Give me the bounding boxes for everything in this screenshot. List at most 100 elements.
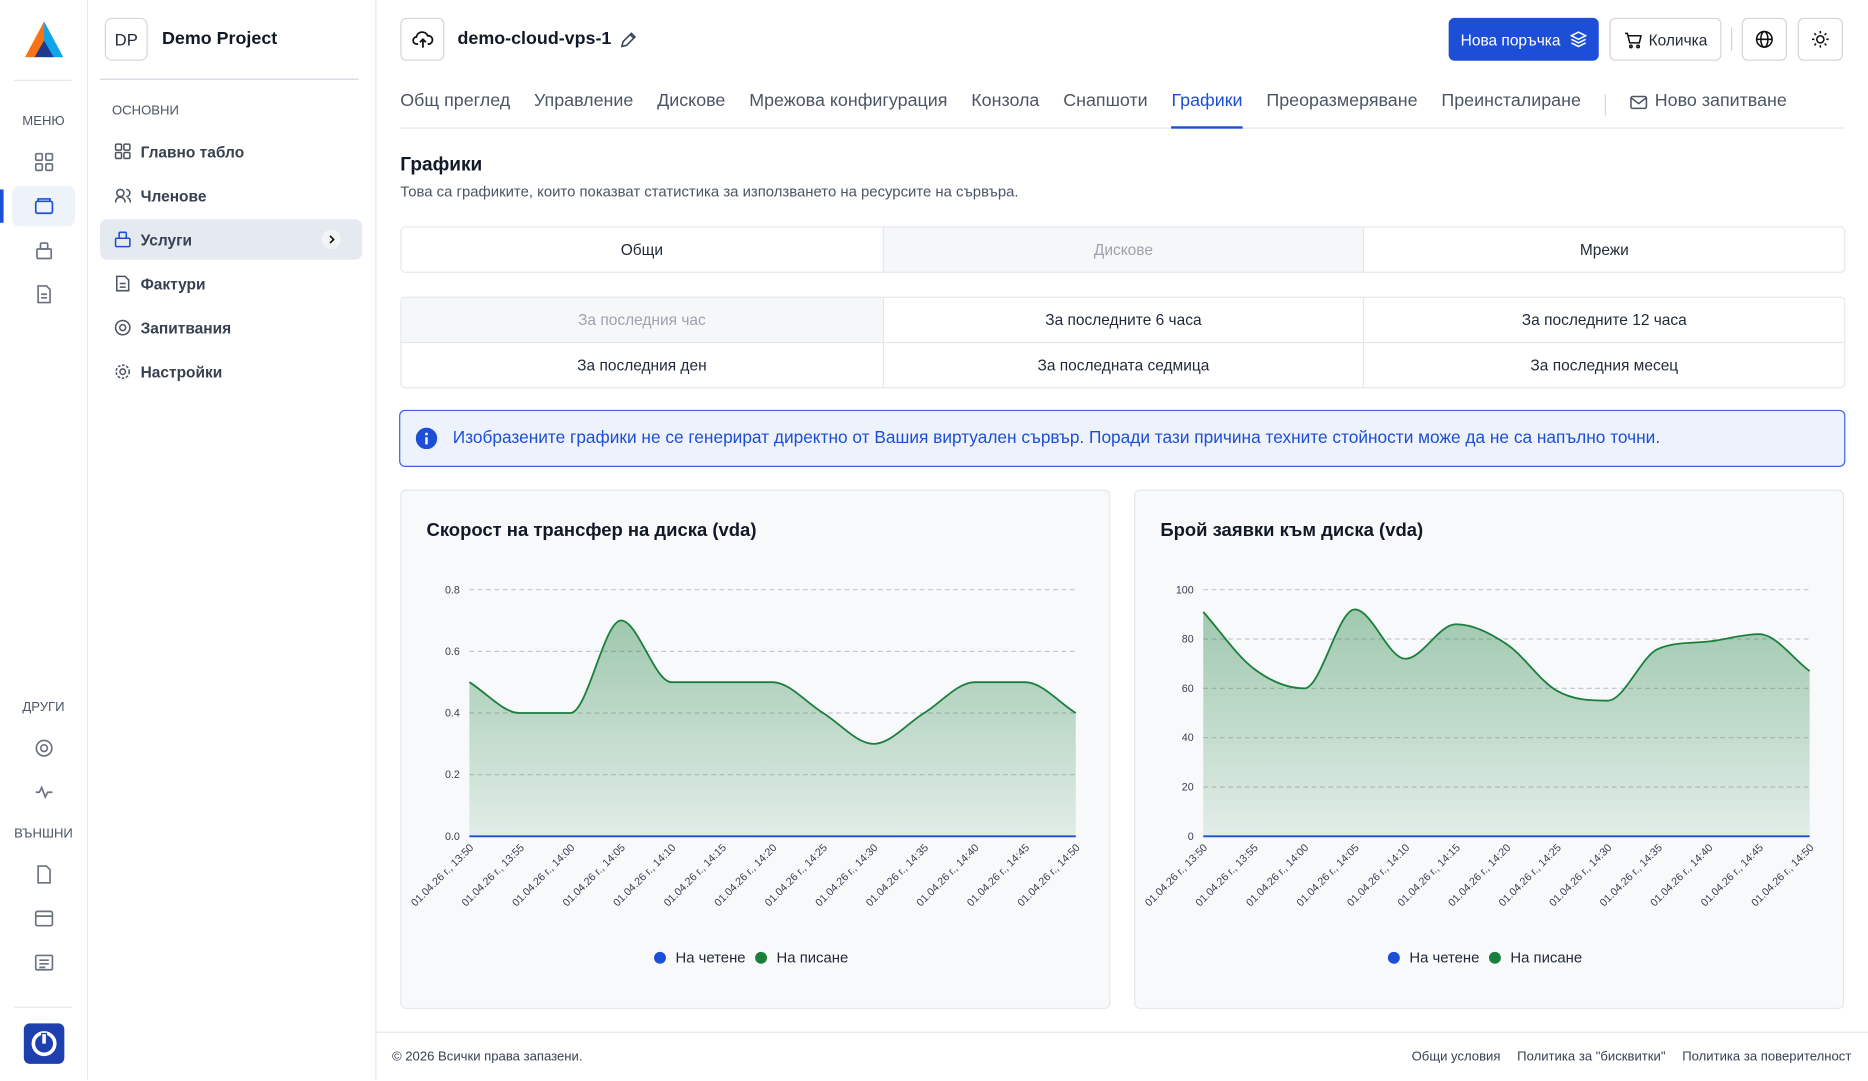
- tab-bar: Общ преглед Управление Дискове Мрежова к…: [400, 91, 1844, 129]
- y-tick-label: 0: [1188, 831, 1194, 843]
- menu-item[interactable]: Запитвания: [100, 307, 362, 348]
- power-button[interactable]: [24, 1023, 65, 1064]
- tab[interactable]: Общ преглед: [400, 91, 510, 128]
- copyright: © 2026 Всички права запазени.: [392, 1050, 583, 1064]
- footer: © 2026 Всички права запазени. Общи услов…: [376, 1032, 1868, 1081]
- server-icon: [400, 18, 444, 61]
- legend-label: На писане: [1510, 951, 1582, 967]
- menu-label: Фактури: [141, 275, 206, 293]
- period[interactable]: За последната седмица: [882, 342, 1363, 387]
- section-description: Това са графиките, които показват статис…: [400, 183, 1018, 200]
- project-initials[interactable]: DP: [105, 18, 148, 61]
- tab[interactable]: Преоразмеряване: [1266, 91, 1417, 128]
- legend-label: На писане: [777, 951, 849, 967]
- panel-icon[interactable]: [12, 898, 75, 939]
- menu-label: Настройки: [141, 363, 223, 381]
- rail-label: МЕНЮ: [0, 114, 87, 128]
- period[interactable]: За последните 6 часа: [882, 298, 1363, 342]
- y-tick-label: 0.4: [445, 708, 460, 720]
- menu-label: Главно табло: [141, 142, 245, 160]
- period-grid: За последния час За последните 6 часа За…: [400, 297, 1845, 389]
- info-notice: Изобразените графики не се генерират дир…: [399, 410, 1845, 467]
- theme-button[interactable]: [1798, 18, 1843, 61]
- period[interactable]: За последните 12 часа: [1363, 298, 1844, 342]
- legend-marker: [1388, 952, 1400, 964]
- period[interactable]: За последния ден: [401, 342, 882, 387]
- chart: Брой заявки към диска (vda)0204060801000…: [1135, 491, 1843, 1008]
- rail-label: ВЪНШНИ: [0, 827, 87, 841]
- tab[interactable]: Мрежова конфигурация: [749, 91, 947, 128]
- legend-marker: [755, 952, 767, 964]
- metric-tabs: Общи Дискове Мрежи: [400, 226, 1845, 272]
- metric-tab[interactable]: Общи: [401, 228, 882, 272]
- projects-icon[interactable]: [12, 186, 75, 227]
- menu-item[interactable]: Настройки: [100, 351, 362, 392]
- tab-new-ticket[interactable]: Ново запитване: [1630, 91, 1787, 128]
- edit-icon[interactable]: [619, 31, 637, 49]
- status-icon[interactable]: [12, 772, 75, 813]
- tab[interactable]: Дискове: [657, 91, 725, 128]
- y-tick-label: 0.2: [445, 769, 460, 781]
- metric-tab[interactable]: Мрежи: [1363, 228, 1844, 272]
- language-button[interactable]: [1742, 18, 1787, 61]
- button-label: Количка: [1649, 30, 1708, 48]
- y-tick-label: 20: [1182, 782, 1194, 794]
- services-icon[interactable]: [12, 230, 75, 271]
- docs-icon[interactable]: [12, 854, 75, 895]
- tab[interactable]: Конзола: [971, 91, 1039, 128]
- server-name: demo-cloud-vps-1: [457, 29, 611, 49]
- side-panel: DP Demo Project ОСНОВНИ Главно табло Чле…: [88, 0, 376, 1079]
- y-tick-label: 0.0: [445, 831, 460, 843]
- menu-label: Членове: [141, 186, 207, 204]
- icon-rail: МЕНЮ ДРУГИ ВЪНШНИ: [0, 0, 88, 1079]
- footer-link[interactable]: Политика за "бисквитки": [1517, 1050, 1665, 1064]
- metric-tab-active[interactable]: Дискове: [882, 228, 1363, 272]
- dashboard-icon[interactable]: [12, 142, 75, 183]
- legend-marker: [1489, 952, 1501, 964]
- y-tick-label: 60: [1182, 683, 1194, 695]
- y-tick-label: 0.6: [445, 646, 460, 658]
- rail-label: ДРУГИ: [0, 701, 87, 715]
- legend-marker: [654, 952, 666, 964]
- footer-link[interactable]: Политика за поверителност: [1682, 1050, 1851, 1064]
- menu-item[interactable]: Членове: [100, 175, 362, 216]
- y-tick-label: 0.8: [445, 584, 460, 596]
- y-tick-label: 80: [1182, 634, 1194, 646]
- tab[interactable]: Преинсталиране: [1441, 91, 1581, 128]
- button-label: Нова поръчка: [1461, 30, 1561, 48]
- notice-text: Изобразените графики не се генерират дир…: [453, 429, 1660, 448]
- section-title: Графики: [400, 155, 482, 176]
- y-tick-label: 40: [1182, 732, 1194, 744]
- invoices-icon[interactable]: [12, 274, 75, 315]
- legend-label: На четене: [1409, 951, 1479, 967]
- tab-active[interactable]: Графики: [1171, 91, 1242, 129]
- tab[interactable]: Снапшоти: [1063, 91, 1147, 128]
- tab[interactable]: Управление: [534, 91, 633, 128]
- support-icon[interactable]: [12, 728, 75, 769]
- chart-card: Скорост на трансфер на диска (vda) 0.0 0.2…: [400, 490, 1110, 1009]
- menu-item[interactable]: Главно табло: [100, 131, 362, 172]
- tab-label: Ново запитване: [1655, 91, 1787, 111]
- cart-button[interactable]: Количка: [1609, 18, 1721, 61]
- footer-link[interactable]: Общи условия: [1412, 1050, 1501, 1064]
- period-active[interactable]: За последния час: [401, 298, 882, 342]
- chart-card: Брой заявки към диска (vda)0204060801000…: [1134, 490, 1844, 1009]
- section-label: ОСНОВНИ: [112, 104, 179, 118]
- logo: [24, 20, 65, 58]
- menu-item[interactable]: Фактури: [100, 263, 362, 304]
- menu-item[interactable]: Услуги: [100, 219, 362, 260]
- chart-title: Брой заявки към диска (vda): [1160, 519, 1423, 540]
- period[interactable]: За последния месец: [1363, 342, 1844, 387]
- menu-label: Услуги: [141, 231, 193, 249]
- legend-label: На четене: [675, 951, 745, 967]
- chart: Скорост на трансфер на диска (vda) 0.0 0.2…: [401, 491, 1109, 1008]
- menu-label: Запитвания: [141, 319, 232, 337]
- news-icon[interactable]: [12, 942, 75, 983]
- chart-title: Скорост на трансфер на диска (vda): [426, 519, 756, 540]
- area: [469, 621, 1075, 837]
- project-name[interactable]: Demo Project: [162, 29, 277, 49]
- new-order-button[interactable]: Нова поръчка: [1449, 18, 1599, 61]
- y-tick-label: 100: [1176, 584, 1194, 596]
